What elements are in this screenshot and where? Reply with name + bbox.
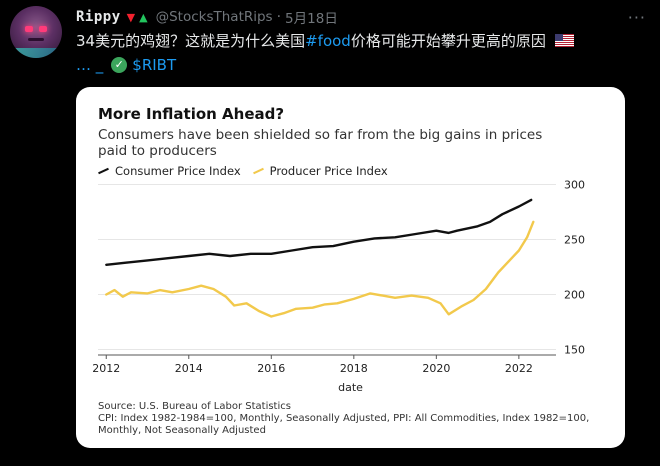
- chart-title: More Inflation Ahead?: [98, 105, 285, 123]
- y-tick-label: 300: [564, 179, 585, 192]
- tweet-header: Rippy ▼ ▲ @StocksThatRips · 5月18日: [76, 8, 338, 27]
- avatar-eye-left: [25, 26, 33, 32]
- x-tick-label: 2018: [340, 362, 368, 375]
- tweet-text: 34美元的鸡翅？这就是为什么美国: [76, 32, 306, 50]
- avatar[interactable]: [10, 6, 62, 58]
- chart-legend: Consumer Price Index Producer Price Inde…: [98, 164, 400, 178]
- legend-item-cpi: Consumer Price Index: [98, 164, 241, 178]
- legend-label-cpi: Consumer Price Index: [115, 164, 241, 178]
- series-line-ppi: [105, 220, 535, 318]
- avatar-eye-right: [39, 26, 47, 32]
- y-tick-label: 250: [564, 234, 585, 247]
- cashtag-link[interactable]: $RIBT: [132, 56, 177, 74]
- x-tick-label: 2020: [422, 362, 450, 375]
- chart-image[interactable]: More Inflation Ahead? Consumers have bee…: [76, 87, 625, 448]
- us-flag-icon: [554, 34, 574, 47]
- legend-swatch-cpi: [98, 167, 109, 175]
- avatar-stripe: [10, 48, 62, 58]
- x-tick-label: 2012: [92, 362, 120, 375]
- check-icon: ✓: [111, 57, 128, 73]
- series-line-cpi: [105, 198, 533, 266]
- green-triangle-icon: ▲: [139, 10, 148, 24]
- legend-swatch-ppi: [252, 167, 264, 175]
- y-tick-label: 200: [564, 289, 585, 302]
- tweet-date[interactable]: 5月18日: [285, 11, 338, 27]
- y-tick-label: 150: [564, 344, 585, 357]
- tweet-text-end: 价格可能开始攀升更高的原因: [350, 32, 546, 50]
- more-options-icon[interactable]: ···: [627, 8, 646, 27]
- chart-source: Source: U.S. Bureau of Labor Statistics …: [98, 401, 608, 437]
- show-more-link[interactable]: … _: [76, 56, 104, 74]
- user-handle[interactable]: @StocksThatRips: [155, 9, 273, 25]
- tweet-text-line2: … _ ✓ $RIBT: [76, 55, 176, 75]
- avatar-mouth: [28, 38, 44, 41]
- red-triangle-icon: ▼: [126, 10, 136, 24]
- chart-subtitle: Consumers have been shielded so far from…: [98, 127, 543, 159]
- display-name[interactable]: Rippy: [76, 9, 121, 25]
- separator-dot: ·: [276, 9, 282, 25]
- source-line-1: Source: U.S. Bureau of Labor Statistics: [98, 401, 291, 412]
- x-tick-label: 2022: [505, 362, 533, 375]
- legend-label-ppi: Producer Price Index: [269, 164, 388, 178]
- hashtag-link[interactable]: #food: [305, 32, 351, 50]
- tweet-text-line1: 34美元的鸡翅？这就是为什么美国#food价格可能开始攀升更高的原因: [76, 31, 574, 51]
- x-tick-label: 2014: [175, 362, 203, 375]
- x-axis-label: date: [338, 381, 363, 394]
- x-tick-label: 2016: [257, 362, 285, 375]
- legend-item-ppi: Producer Price Index: [252, 164, 388, 178]
- line-chart: 150 200 250 300 2012 2014 2016 2018 2020 2022: [92, 179, 585, 376]
- source-line-2: CPI: Index 1982-1984=100, Monthly, Seaso…: [98, 413, 590, 436]
